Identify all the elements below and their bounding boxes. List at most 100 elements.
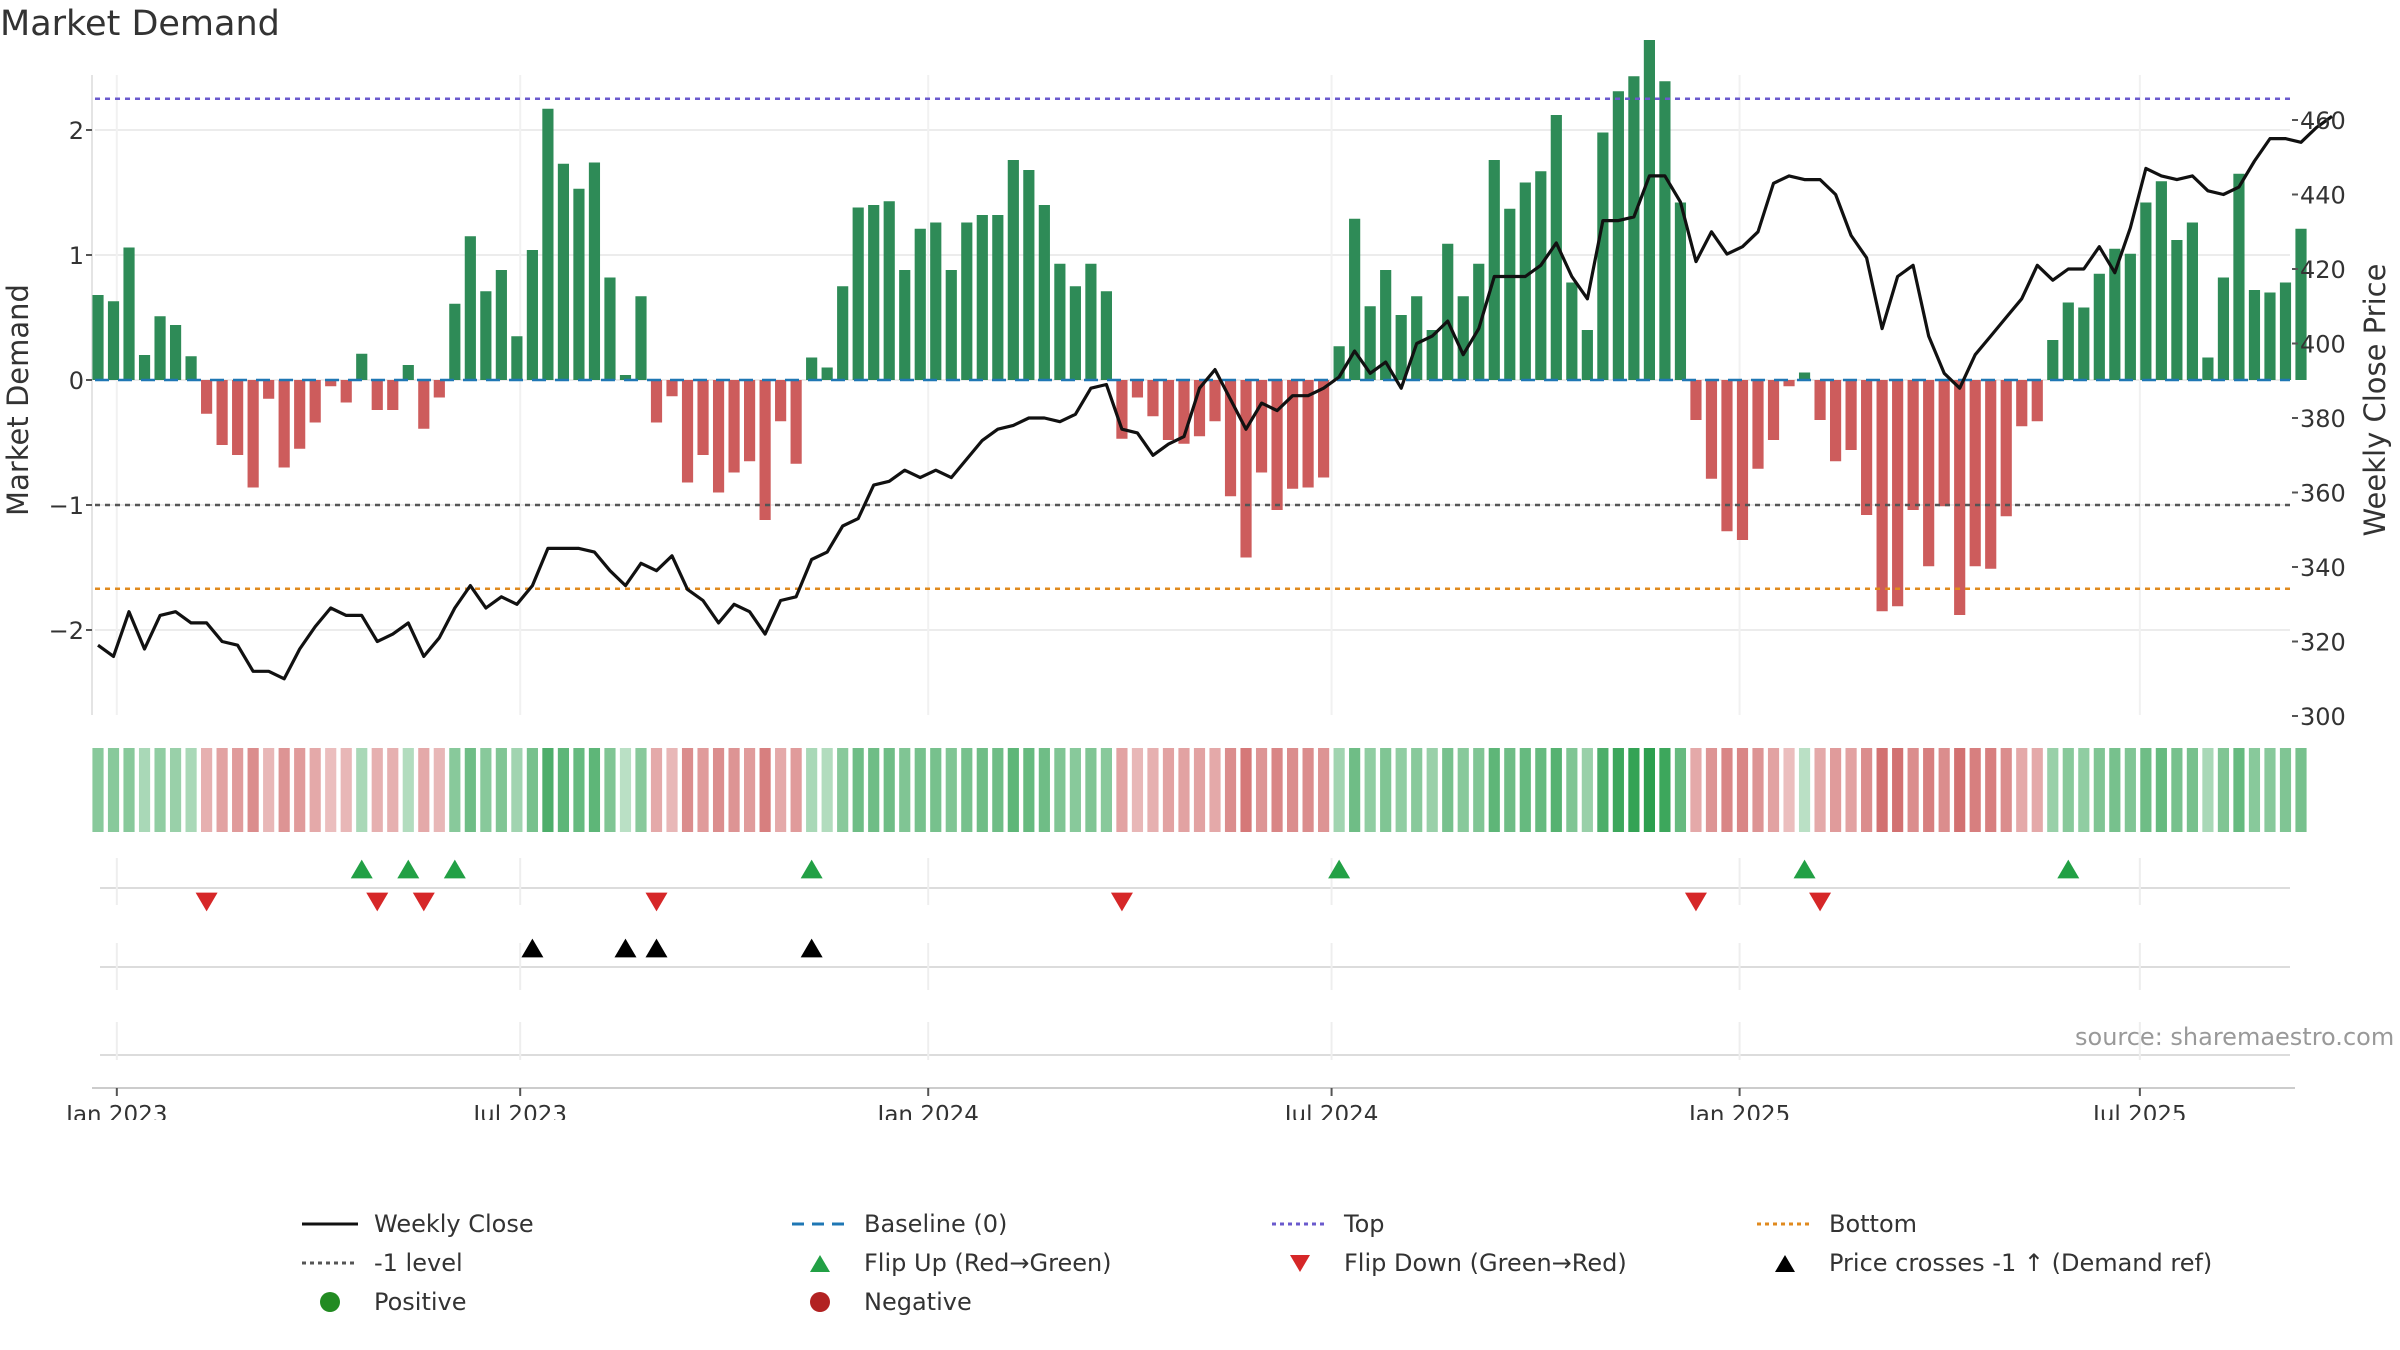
demand-bar (526, 250, 538, 380)
y-tick-label: 2 (69, 117, 84, 145)
demand-bar (681, 380, 694, 483)
heat-cell (1535, 748, 1547, 832)
heat-cell (294, 748, 306, 832)
heat-cell (216, 748, 228, 832)
demand-bar (1628, 76, 1640, 380)
heat-cell (511, 748, 523, 832)
demand-bar (573, 188, 585, 380)
y2-tick-label: 420 (2300, 256, 2346, 284)
market-demand-chart: 2 1 0 −1 −2 460 440 420 400 380 360 340 320 300 Jan … (1, 40, 2392, 1120)
heat-cell (1736, 748, 1749, 832)
demand-bar (992, 215, 1004, 380)
flip-down-icon (1290, 1255, 1310, 1272)
demand-bar (1178, 380, 1190, 444)
demand-bar (1069, 286, 1081, 380)
left-axis: 2 1 0 −1 −2 (49, 117, 92, 645)
demand-bar (1829, 380, 1842, 462)
heat-cell (1116, 748, 1128, 832)
flip-up-marker (2057, 859, 2080, 879)
heat-cell (1876, 748, 1888, 832)
heat-cell (1023, 748, 1035, 832)
legend-swatch (810, 1292, 830, 1312)
heat-cell (1519, 748, 1531, 832)
heat-cell (92, 748, 104, 832)
heat-cell (1814, 748, 1826, 832)
demand-bar (557, 163, 570, 380)
demand-bar (154, 316, 166, 380)
legend-label: Price crosses -1 ↑ (Demand ref) (1829, 1249, 2213, 1277)
demand-bar (1023, 170, 1035, 380)
heat-cell (744, 748, 756, 832)
heat-cell (1659, 748, 1671, 832)
demand-bar (216, 380, 228, 445)
heat-cell (1364, 748, 1376, 832)
demand-bar (1038, 205, 1050, 380)
legend-item-bottom: Bottom (1755, 1210, 1917, 1238)
demand-bar (1116, 380, 1128, 439)
demand-bar (1767, 380, 1780, 440)
y2-tick-label: 320 (2300, 629, 2346, 657)
demand-bar (868, 205, 880, 380)
demand-bar (1985, 380, 1997, 569)
heat-cell (247, 748, 259, 832)
heat-cell (2062, 748, 2074, 832)
legend-label: Top (1344, 1210, 1385, 1238)
heat-cell (2171, 748, 2183, 832)
demand-bar (666, 380, 678, 397)
cross-marker (800, 938, 823, 958)
heat-cell (945, 748, 957, 832)
demand-bar (1550, 115, 1562, 380)
demand-bars (92, 40, 2307, 615)
heat-cell (138, 748, 151, 832)
demand-bar (1783, 380, 1795, 387)
demand-bar (294, 380, 306, 449)
demand-bar (1333, 346, 1345, 380)
heat-cell (1985, 748, 1997, 832)
heat-cell (1193, 748, 1206, 832)
demand-bar (945, 270, 957, 380)
demand-bar (480, 291, 492, 380)
flip-down-marker (1110, 892, 1133, 912)
legend-label: Weekly Close (374, 1210, 534, 1238)
demand-bar (759, 380, 771, 520)
demand-bar (2140, 202, 2152, 380)
heat-cell (433, 748, 445, 832)
flip-down-marker (1684, 892, 1707, 912)
demand-bar (2295, 228, 2307, 380)
cross-icon (1775, 1255, 1795, 1272)
cross-marker (614, 938, 637, 958)
heat-cell (263, 748, 275, 832)
demand-bar (1954, 380, 1966, 615)
heat-cell (1643, 748, 1655, 832)
demand-bar (1147, 380, 1159, 417)
weekly-close-icon (302, 1222, 358, 1226)
y-tick-label: −1 (49, 492, 84, 520)
heat-cell (1550, 748, 1562, 832)
heat-cell (1612, 748, 1624, 832)
demand-bar (728, 380, 740, 473)
heat-cell (356, 748, 368, 832)
heat-cell (588, 748, 601, 832)
legend-item-positive: Positive (300, 1288, 467, 1316)
heat-cell (635, 748, 647, 832)
demand-bar (2233, 173, 2245, 380)
heat-cell (1426, 748, 1438, 832)
demand-bar (247, 380, 259, 488)
heat-cell (868, 748, 880, 832)
legend-swatch (320, 1292, 340, 1312)
demand-bar (604, 277, 616, 380)
x-tick-label: Jan 2024 (876, 1102, 979, 1120)
y-tick-label: 1 (69, 242, 84, 270)
legend-label: Bottom (1829, 1210, 1918, 1238)
heat-cell (2264, 748, 2276, 832)
heat-cell (1488, 748, 1500, 832)
positive-icon (320, 1292, 340, 1312)
demand-bar (1752, 380, 1764, 469)
heat-cell (1286, 748, 1299, 832)
demand-bar (201, 380, 213, 414)
heat-cell (2295, 748, 2307, 832)
heat-cell (1411, 748, 1423, 832)
legend-label: -1 level (374, 1249, 463, 1277)
y-tick-label: 0 (69, 367, 84, 395)
demand-bar (744, 380, 756, 462)
